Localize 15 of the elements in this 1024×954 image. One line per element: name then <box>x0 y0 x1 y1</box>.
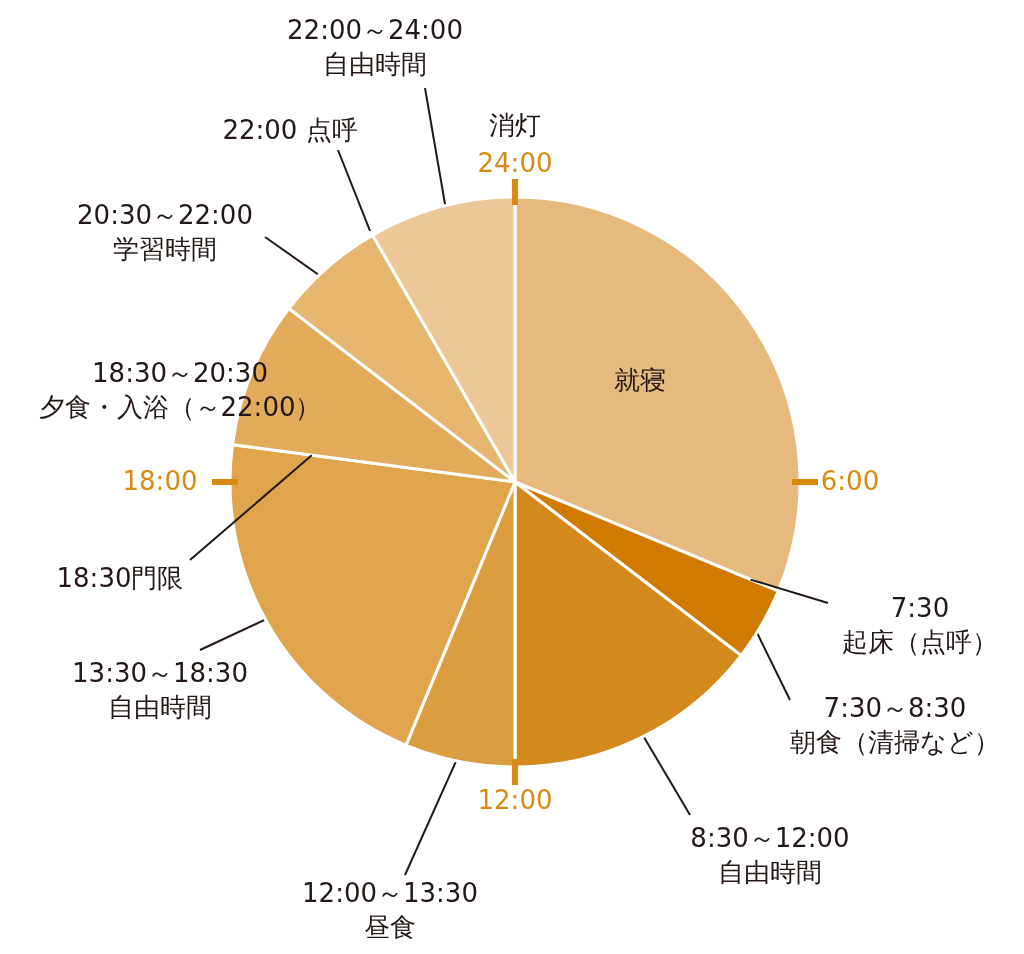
text: 18:00 <box>122 466 198 496</box>
text: 6:00 <box>820 466 880 496</box>
slice-label: 就寝 <box>614 365 666 395</box>
slice-label: 12:00～13:30 昼食 <box>302 878 478 942</box>
slice-label: 13:30～18:30 自由時間 <box>72 658 248 722</box>
slice-label: 7:30～8:30 朝食（清掃など） <box>790 693 1000 757</box>
text: 消灯 <box>489 110 541 140</box>
text: 18:30門限 <box>56 563 184 593</box>
slice-label: 20:30～22:00 学習時間 <box>77 200 253 264</box>
text: 12:00 <box>477 785 553 815</box>
text: 22:00 点呼 <box>222 115 358 145</box>
slice-label: 22:00～24:00 自由時間 <box>287 15 463 79</box>
text: 24:00 <box>477 148 553 178</box>
text: 7:30 起床（点呼） <box>842 593 998 657</box>
slice-label: 8:30～12:00 自由時間 <box>690 823 850 887</box>
